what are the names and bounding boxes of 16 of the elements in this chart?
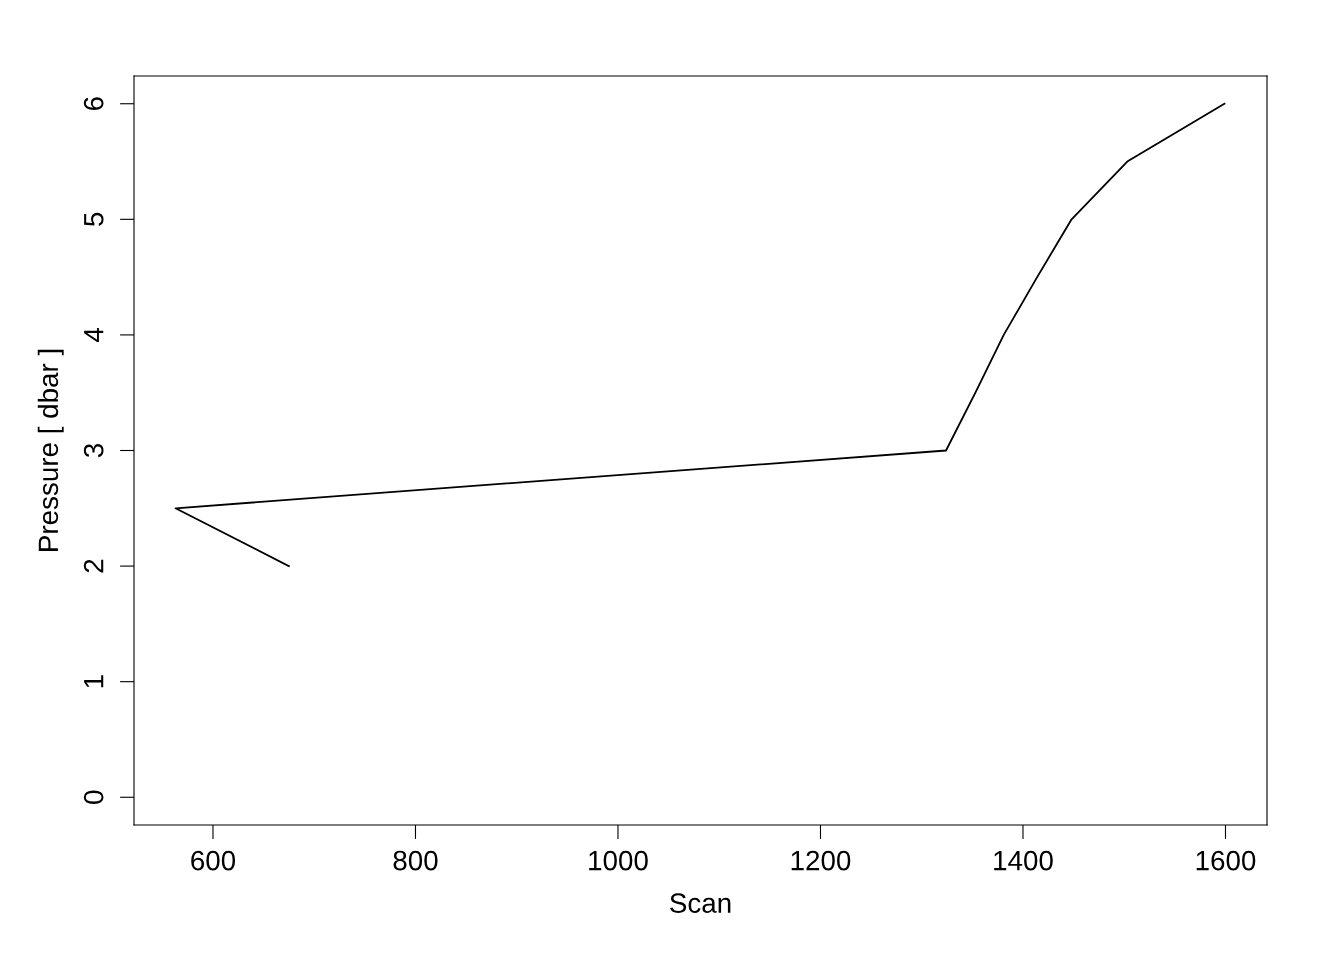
line-series [174,102,1226,567]
y-tick-label: 4 [84,328,104,342]
x-tick-label: 1600 [1196,850,1256,871]
y-tick-label: 6 [83,97,104,111]
y-tick-label: 1 [84,675,104,688]
x-tick-label: 1400 [994,850,1053,871]
y-tick-label: 2 [83,559,104,573]
y-tick-label: 5 [84,212,104,226]
x-tick-label: 1000 [589,850,648,871]
x-tick-label: 800 [393,850,438,871]
y-axis-title: Pressure [ dbar ] [37,349,64,551]
x-tick-label: 600 [191,850,236,871]
y-tick-label: 3 [83,444,104,458]
x-axis-title: Scan [670,893,731,913]
x-tick-label: 1200 [791,850,851,871]
y-tick-label: 0 [83,790,104,804]
